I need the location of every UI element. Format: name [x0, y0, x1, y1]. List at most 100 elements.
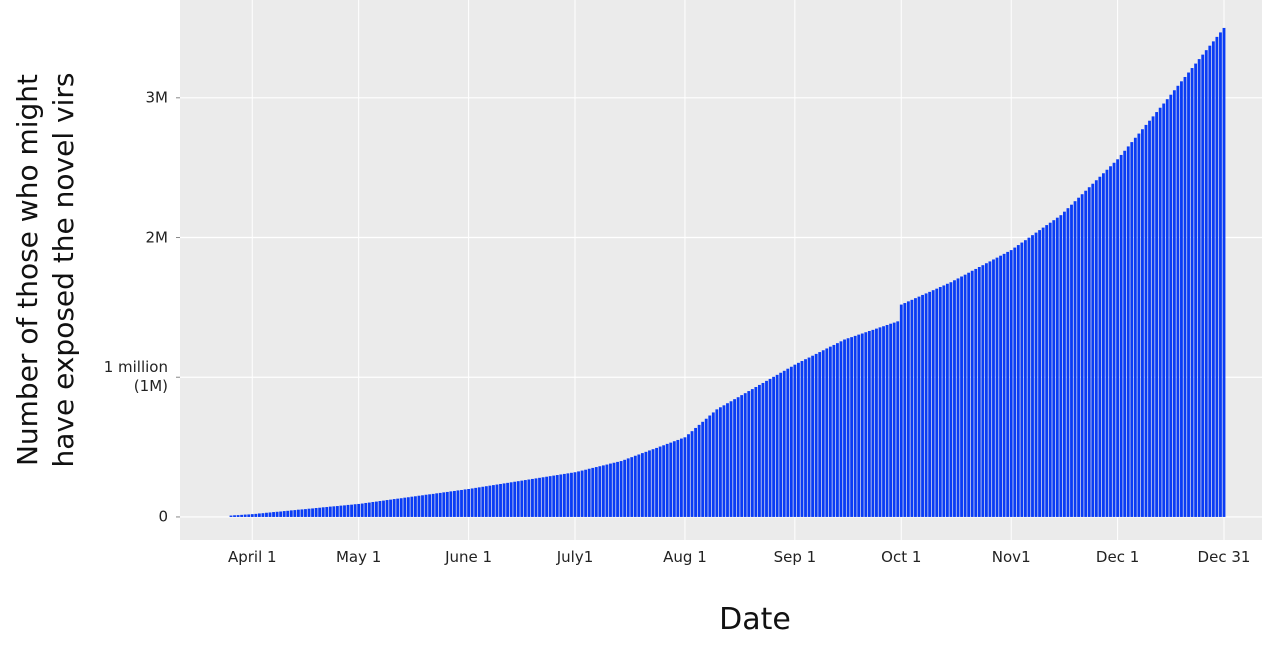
- bar: [687, 434, 690, 517]
- bar: [502, 483, 506, 517]
- bar: [417, 495, 421, 517]
- bar: [531, 478, 534, 517]
- bar: [1180, 81, 1183, 517]
- bar: [1194, 63, 1198, 517]
- bar: [538, 477, 541, 517]
- bar: [293, 510, 297, 517]
- bar: [254, 513, 258, 517]
- bar: [750, 389, 754, 517]
- bar: [1102, 173, 1105, 517]
- bar: [470, 488, 474, 517]
- bar: [1211, 41, 1215, 517]
- bar: [804, 359, 807, 517]
- bar: [743, 393, 747, 517]
- bar: [325, 507, 329, 517]
- bar: [594, 467, 598, 517]
- bar: [1172, 90, 1176, 517]
- bar: [708, 415, 712, 517]
- bar: [1094, 180, 1098, 517]
- bar: [892, 322, 896, 517]
- bar: [747, 391, 751, 517]
- bar: [562, 473, 566, 517]
- bar: [1027, 237, 1031, 517]
- bar: [445, 491, 449, 517]
- bar: [438, 492, 442, 517]
- bar: [903, 303, 907, 517]
- bar: [495, 484, 499, 517]
- bar: [296, 509, 300, 517]
- bar: [229, 515, 233, 517]
- bar: [938, 286, 942, 517]
- bar: [630, 457, 634, 517]
- bar: [726, 403, 729, 517]
- bar: [428, 494, 432, 517]
- bar: [733, 399, 737, 517]
- bar: [1109, 166, 1112, 517]
- bar: [1055, 217, 1059, 517]
- bar: [637, 454, 641, 517]
- bar: [821, 350, 825, 517]
- bar: [882, 326, 885, 517]
- bar: [768, 378, 772, 517]
- bar: [775, 374, 779, 517]
- bar: [963, 274, 967, 517]
- bar: [265, 512, 268, 517]
- bar: [357, 503, 361, 517]
- bar: [1006, 251, 1010, 517]
- bar: [566, 473, 570, 517]
- bar: [828, 346, 832, 517]
- bar: [1222, 27, 1226, 517]
- bar: [704, 418, 708, 517]
- bar: [1116, 159, 1120, 517]
- bar: [1133, 137, 1137, 517]
- bar: [520, 480, 524, 517]
- bar: [772, 376, 776, 517]
- bar: [559, 474, 563, 517]
- bar: [679, 438, 683, 517]
- bar: [268, 512, 272, 517]
- bar: [754, 387, 758, 517]
- bar: [1052, 220, 1056, 517]
- bar: [665, 443, 669, 517]
- bar: [931, 290, 935, 517]
- bar: [633, 455, 637, 517]
- bar: [917, 296, 921, 517]
- bar: [552, 475, 556, 517]
- bar: [857, 334, 861, 517]
- bar: [1137, 133, 1141, 517]
- bar: [247, 514, 251, 517]
- bar: [800, 361, 804, 517]
- bar: [406, 497, 410, 517]
- bar: [456, 490, 460, 517]
- bar: [389, 499, 393, 517]
- bar: [814, 353, 818, 517]
- bar: [360, 503, 364, 517]
- bar: [736, 397, 740, 517]
- bar: [811, 355, 815, 517]
- bar: [914, 298, 917, 517]
- bar: [573, 472, 577, 517]
- bar: [272, 512, 275, 517]
- bar: [1009, 250, 1013, 517]
- bar: [350, 504, 353, 517]
- bar: [690, 431, 694, 517]
- bar: [449, 491, 453, 517]
- bar: [782, 370, 786, 517]
- bar: [1077, 197, 1081, 517]
- bar: [797, 362, 800, 517]
- bar: [392, 499, 396, 517]
- bar: [399, 498, 403, 517]
- bar: [467, 489, 471, 517]
- bar: [382, 500, 385, 517]
- bar: [640, 453, 644, 517]
- bar: [853, 335, 857, 517]
- x-axis-title: Date: [719, 602, 791, 637]
- x-tick-label: May 1: [335, 548, 382, 566]
- bar: [836, 343, 839, 517]
- bar: [286, 510, 290, 517]
- bar: [1045, 225, 1049, 517]
- bar: [669, 442, 673, 517]
- bar: [371, 501, 375, 517]
- bar: [598, 466, 602, 517]
- bar: [1070, 204, 1073, 517]
